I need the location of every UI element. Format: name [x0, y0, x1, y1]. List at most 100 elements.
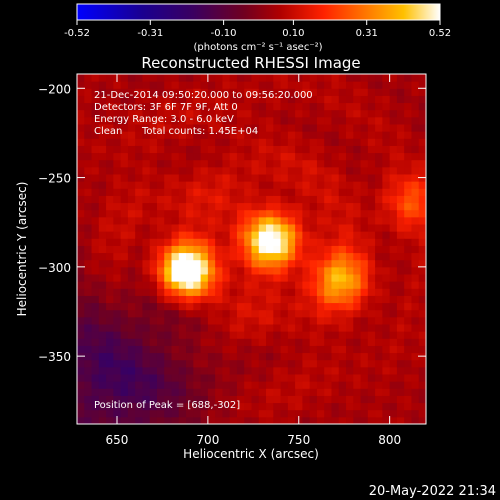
- heatmap-cell: [229, 338, 238, 346]
- heatmap-cell: [127, 374, 136, 382]
- heatmap-cell: [287, 102, 296, 111]
- heatmap-cell: [367, 95, 376, 104]
- heatmap-cell: [127, 102, 136, 111]
- heatmap-cell: [382, 338, 391, 346]
- heatmap-cell: [200, 359, 209, 368]
- heatmap-cell: [338, 216, 347, 225]
- heatmap-cell: [98, 345, 107, 354]
- heatmap-cell: [120, 324, 129, 332]
- heatmap-cell: [382, 288, 391, 296]
- heatmap-cell: [156, 409, 165, 418]
- heatmap-cell: [338, 316, 347, 325]
- heatmap-cell: [360, 74, 369, 82]
- heatmap-cell: [338, 388, 347, 396]
- heatmap-cell: [229, 245, 238, 254]
- heatmap-cell: [338, 209, 347, 218]
- heatmap-cell: [244, 102, 252, 111]
- heatmap-cell: [215, 295, 223, 304]
- heatmap-cell: [77, 195, 85, 204]
- heatmap-cell: [120, 124, 129, 132]
- heatmap-cell: [316, 295, 325, 304]
- heatmap-cell: [375, 309, 383, 318]
- heatmap-cell: [382, 252, 391, 261]
- heatmap-cell: [382, 74, 391, 82]
- heatmap-cell: [236, 331, 245, 339]
- heatmap-cell: [309, 352, 318, 361]
- heatmap-cell: [164, 152, 173, 161]
- heatmap-cell: [200, 274, 209, 282]
- heatmap-cell: [360, 181, 369, 189]
- heatmap-cell: [367, 138, 376, 146]
- chart-title: Reconstructed RHESSI Image: [141, 54, 360, 72]
- heatmap-cell: [375, 331, 383, 339]
- heatmap-cell: [316, 259, 325, 268]
- heatmap-cell: [295, 288, 303, 296]
- heatmap-cell: [258, 402, 267, 411]
- heatmap-cell: [142, 266, 151, 275]
- heatmap-cell: [77, 374, 85, 382]
- heatmap-cell: [156, 324, 165, 332]
- heatmap-cell: [106, 224, 114, 232]
- heatmap-cell: [346, 209, 354, 218]
- heatmap-cell: [164, 145, 173, 154]
- heatmap-cell: [222, 166, 231, 175]
- heatmap-cell: [266, 402, 274, 411]
- heatmap-cell: [309, 238, 318, 246]
- heatmap-cell: [295, 124, 303, 132]
- heatmap-cell: [156, 102, 165, 111]
- heatmap-cell: [367, 145, 376, 154]
- heatmap-cell: [135, 374, 143, 382]
- heatmap-cell: [135, 131, 143, 139]
- heatmap-cell: [142, 381, 151, 389]
- heatmap-cell: [382, 331, 391, 339]
- heatmap-cell: [396, 216, 405, 225]
- heatmap-cell: [91, 352, 100, 361]
- heatmap-cell: [367, 109, 376, 118]
- heatmap-cell: [171, 195, 180, 204]
- heatmap-cell: [287, 195, 296, 204]
- heatmap-cell: [324, 124, 332, 132]
- heatmap-cell: [411, 95, 420, 104]
- heatmap-cell: [389, 231, 398, 239]
- heatmap-cell: [258, 381, 267, 389]
- heatmap-cell: [346, 159, 354, 168]
- heatmap-cell: [244, 245, 252, 254]
- heatmap-cell: [178, 81, 187, 89]
- heatmap-cell: [178, 359, 187, 368]
- heatmap-cell: [411, 402, 420, 411]
- heatmap-cell: [127, 209, 136, 218]
- heatmap-cell: [389, 374, 398, 382]
- heatmap-cell: [418, 381, 426, 389]
- heatmap-cell: [273, 309, 282, 318]
- heatmap-cell: [244, 81, 252, 89]
- heatmap-cell: [251, 409, 260, 418]
- heatmap-cell: [77, 95, 85, 104]
- heatmap-cell: [258, 259, 267, 268]
- heatmap-cell: [193, 295, 202, 304]
- heatmap-cell: [120, 345, 129, 354]
- heatmap-cell: [142, 295, 151, 304]
- heatmap-cell: [91, 166, 100, 175]
- heatmap-cell: [324, 216, 332, 225]
- heatmap-cell: [346, 259, 354, 268]
- heatmap-cell: [367, 174, 376, 182]
- heatmap-cell: [346, 402, 354, 411]
- heatmap-cell: [353, 88, 362, 96]
- heatmap-cell: [324, 224, 332, 232]
- heatmap-cell: [280, 266, 289, 275]
- heatmap-cell: [346, 202, 354, 211]
- heatmap-cell: [382, 374, 391, 382]
- heatmap-cell: [324, 274, 332, 282]
- heatmap-cell: [396, 359, 405, 368]
- heatmap-cell: [316, 131, 325, 139]
- heatmap-cell: [84, 416, 93, 424]
- heatmap-cell: [222, 331, 231, 339]
- heatmap-cell: [113, 381, 122, 389]
- heatmap-cell: [316, 309, 325, 318]
- heatmap-cell: [287, 216, 296, 225]
- heatmap-cell: [106, 174, 114, 182]
- heatmap-cell: [389, 345, 398, 354]
- heatmap-cell: [346, 274, 354, 282]
- heatmap-cell: [331, 316, 340, 325]
- heatmap-cell: [106, 74, 114, 82]
